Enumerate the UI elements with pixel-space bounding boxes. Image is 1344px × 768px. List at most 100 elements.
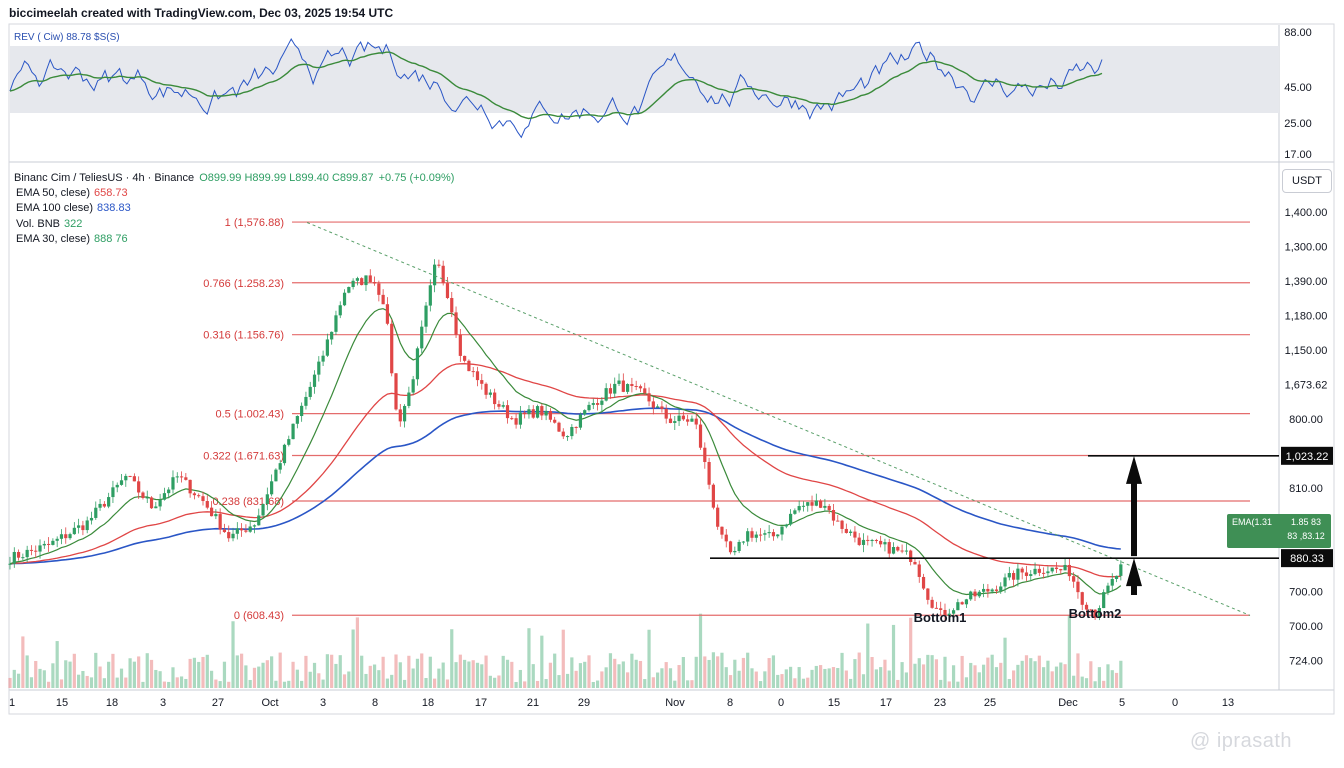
candle-body bbox=[505, 405, 510, 419]
candle-body bbox=[1097, 608, 1101, 618]
volume-bar bbox=[8, 677, 12, 688]
candle-body bbox=[1080, 592, 1084, 605]
candle-body bbox=[904, 550, 908, 552]
volume-bar bbox=[951, 665, 956, 688]
up-arrow-icon bbox=[1126, 558, 1142, 595]
price-axis-tick: 1,150.00 bbox=[1285, 345, 1328, 357]
axes: 88.00 45.00 25.00 17.00 1,400.00 1,300.00 1,39… bbox=[9, 27, 1333, 709]
candle-body bbox=[831, 510, 836, 521]
volume-bar bbox=[1020, 660, 1024, 688]
volume-bar bbox=[686, 680, 690, 688]
volume-bar bbox=[334, 663, 338, 688]
volume-bar bbox=[167, 681, 171, 688]
candle-body bbox=[600, 400, 604, 405]
candle-body bbox=[265, 494, 269, 505]
volume-bar bbox=[964, 677, 969, 688]
volume-bar bbox=[132, 661, 136, 688]
volume-bar bbox=[677, 665, 681, 688]
volume-bar bbox=[737, 670, 741, 688]
candle-body bbox=[94, 507, 98, 518]
candle-body bbox=[565, 436, 570, 438]
candle-body bbox=[1029, 574, 1033, 576]
fib-level-label: 0.5 (1.002.43) bbox=[216, 409, 285, 421]
candle-body bbox=[660, 406, 664, 409]
indicator-value: 322 bbox=[64, 218, 83, 230]
volume-bar bbox=[321, 679, 325, 688]
volume-bar bbox=[368, 665, 372, 688]
candle-body bbox=[372, 282, 377, 284]
indicator-ema50[interactable]: EMA 50, clese) 658.73 bbox=[16, 187, 128, 199]
candle-body bbox=[518, 412, 522, 425]
candle-body bbox=[102, 503, 106, 507]
indicator-label: EMA 30, clese) bbox=[16, 233, 90, 245]
candle-body bbox=[364, 275, 368, 286]
volume-bar bbox=[235, 655, 239, 688]
candle-body bbox=[124, 475, 128, 481]
volume-bar bbox=[643, 679, 647, 688]
candle-body bbox=[38, 545, 42, 552]
drawings[interactable]: Bottom1 Bottom2 bbox=[306, 222, 1279, 625]
volume-bar bbox=[463, 659, 467, 688]
candle-body bbox=[553, 419, 557, 423]
candle-body bbox=[1024, 572, 1029, 576]
volume-bar bbox=[900, 662, 904, 688]
candle-body bbox=[64, 534, 68, 539]
indicator-ema100[interactable]: EMA 100 clese) 838.83 bbox=[16, 202, 131, 214]
candle-body bbox=[415, 348, 420, 380]
volume-bar bbox=[85, 675, 89, 688]
candle-body bbox=[394, 373, 398, 410]
currency-button[interactable]: USDT bbox=[1282, 169, 1332, 193]
indicator-volume[interactable]: Vol. BNB 322 bbox=[16, 218, 82, 230]
ema-100-line bbox=[9, 407, 1121, 565]
volume-bar bbox=[763, 671, 767, 688]
candle-body bbox=[690, 418, 694, 422]
volume-bar bbox=[205, 654, 209, 688]
candle-body bbox=[939, 608, 943, 610]
candle-body bbox=[840, 520, 844, 529]
volume-bar bbox=[81, 671, 85, 688]
volume-bar bbox=[1119, 660, 1123, 688]
candle-body bbox=[248, 526, 252, 532]
candle-body bbox=[797, 506, 801, 511]
price-axis-tick: 1,390.00 bbox=[1285, 276, 1328, 288]
candle-body bbox=[703, 447, 707, 463]
volume-bar bbox=[1016, 664, 1020, 688]
volume-bar bbox=[188, 658, 192, 688]
volume-bar bbox=[595, 680, 600, 688]
candle-body bbox=[497, 404, 501, 407]
candle-body bbox=[77, 525, 81, 528]
chart-frame bbox=[8, 23, 1335, 715]
candle-body bbox=[977, 591, 981, 597]
volume-bar bbox=[493, 677, 497, 688]
candle-body bbox=[973, 591, 977, 597]
volume-bar bbox=[1084, 678, 1089, 688]
volume-bar bbox=[656, 672, 660, 688]
candle-body bbox=[42, 543, 46, 546]
indicator-label: EMA 50, clese) bbox=[16, 187, 90, 199]
volume-bar bbox=[1007, 678, 1011, 688]
time-axis-tick: 17 bbox=[880, 697, 892, 709]
volume-bar bbox=[664, 662, 668, 688]
candle-body bbox=[274, 469, 278, 482]
volume-bar bbox=[192, 657, 197, 688]
candle-body bbox=[175, 476, 179, 478]
volume-bar bbox=[600, 671, 604, 688]
candle-body bbox=[557, 422, 561, 432]
candle-body bbox=[214, 514, 218, 517]
volume-bar bbox=[1093, 681, 1097, 688]
volume-bar bbox=[1054, 666, 1059, 688]
candle-body bbox=[1102, 592, 1106, 609]
volume-bar bbox=[317, 673, 321, 688]
candle-body bbox=[733, 550, 737, 553]
volume-bar bbox=[840, 652, 844, 688]
volume-bar bbox=[1024, 655, 1029, 688]
candle-body bbox=[999, 586, 1003, 591]
candle-body bbox=[544, 410, 548, 416]
candle-body bbox=[381, 294, 385, 305]
rsi-ma-line bbox=[9, 51, 1103, 120]
candle-body bbox=[1037, 568, 1041, 573]
volume-bar bbox=[398, 662, 402, 688]
indicator-ema30[interactable]: EMA 30, clese) 888 76 bbox=[16, 233, 128, 245]
volume-bar bbox=[570, 657, 574, 688]
